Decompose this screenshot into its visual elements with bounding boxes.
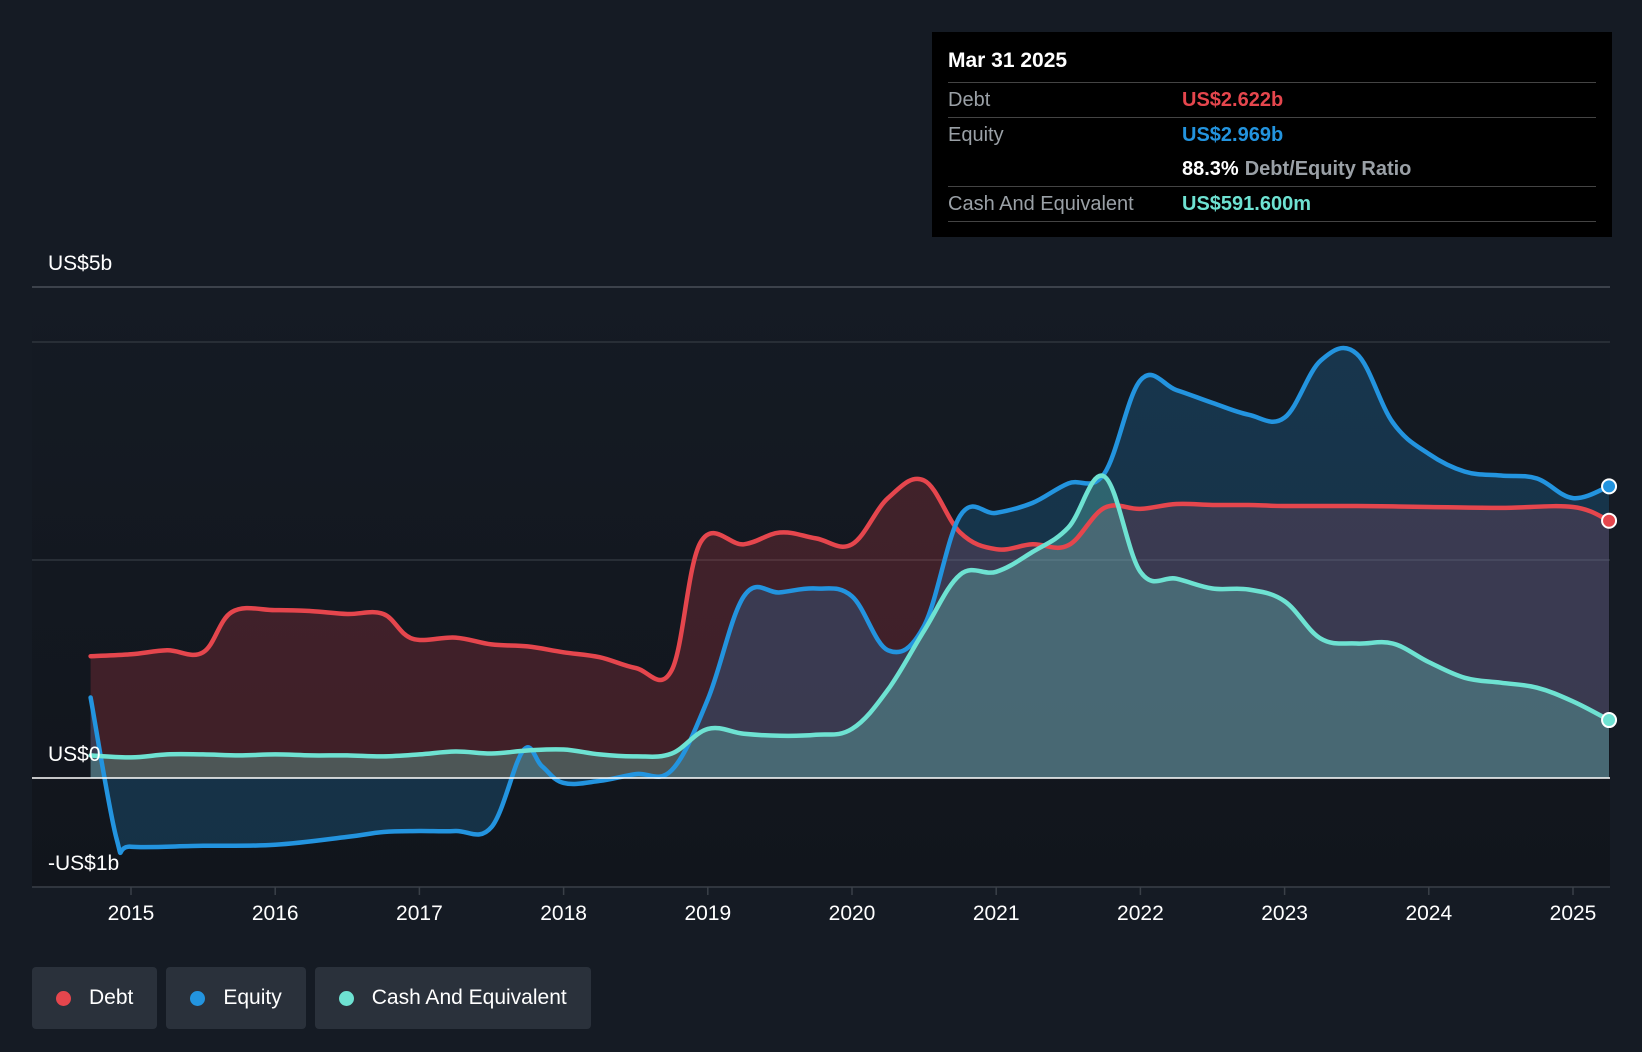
x-tick-label: 2015 <box>108 902 155 925</box>
series-areas <box>90 348 1610 853</box>
tooltip-ratio-label: Debt/Equity Ratio <box>1244 158 1412 180</box>
x-tick-label: 2020 <box>829 902 876 925</box>
tooltip-debt-label: Debt <box>948 89 991 111</box>
tooltip-debt-row: Debt US$2.622b <box>948 83 1596 118</box>
tooltip-cash-label: Cash And Equivalent <box>948 193 1134 215</box>
tooltip-equity-value: US$2.969b <box>1182 124 1284 146</box>
x-tick-label: 2019 <box>684 902 731 925</box>
tooltip-cash-value: US$591.600m <box>1182 193 1311 215</box>
line-cash <box>88 473 1612 760</box>
legend-item-cash[interactable]: Cash And Equivalent <box>314 967 591 1029</box>
legend-item-equity[interactable]: Equity <box>166 967 306 1029</box>
tooltip-date: Mar 31 2025 <box>948 46 1596 83</box>
tooltip-debt-value: US$2.622b <box>1182 89 1284 111</box>
y-tick-label: US$0 <box>48 743 101 766</box>
end-marker-equity <box>1601 478 1618 495</box>
x-tick-label: 2023 <box>1261 902 1308 925</box>
legend-label-cash: Cash And Equivalent <box>371 986 567 1009</box>
tooltip-equity-label: Equity <box>948 124 1004 146</box>
y-axis-labels: US$5b US$0 -US$1b <box>48 252 119 875</box>
area-debt <box>90 478 1610 778</box>
x-tick-label: 2021 <box>973 902 1020 925</box>
legend: Debt Equity Cash And Equivalent <box>32 967 591 1029</box>
x-tick-label: 2017 <box>396 902 443 925</box>
x-tick-label: 2024 <box>1405 902 1452 925</box>
legend-label-equity: Equity <box>223 986 282 1009</box>
area-cash <box>90 475 1610 778</box>
series-end-markers <box>1601 478 1618 729</box>
legend-label-debt: Debt <box>89 986 134 1009</box>
series-lines <box>88 345 1612 856</box>
legend-item-debt[interactable]: Debt <box>32 967 158 1029</box>
gridlines <box>32 286 1610 888</box>
tooltip-ratio-row: 88.3% Debt/Equity Ratio <box>948 152 1596 187</box>
tooltip-cash-row: Cash And Equivalent US$591.600m <box>948 187 1596 222</box>
x-axis-labels: 2015 2016 2017 2018 2019 2020 2021 2022 2023 2024… <box>108 887 1597 925</box>
line-equity <box>88 345 1612 856</box>
legend-dot-icon <box>338 990 354 1006</box>
tooltip-equity-row: Equity US$2.969b <box>948 118 1596 152</box>
end-marker-debt <box>1601 512 1618 529</box>
tooltip-panel: Mar 31 2025 Debt US$2.622b Equity US$2.9… <box>932 32 1612 237</box>
legend-dot-icon <box>56 990 71 1006</box>
x-tick-label: 2016 <box>252 902 299 925</box>
end-marker-cash <box>1601 712 1618 729</box>
y-tick-label: US$5b <box>48 252 112 275</box>
y-tick-label: -US$1b <box>48 852 119 875</box>
line-debt <box>88 476 1612 683</box>
x-tick-label: 2025 <box>1550 902 1597 925</box>
tooltip-ratio-value: 88.3% <box>1182 158 1239 180</box>
area-equity <box>90 348 1610 853</box>
x-tick-label: 2022 <box>1117 902 1164 925</box>
legend-dot-icon <box>190 990 206 1006</box>
x-tick-label: 2018 <box>540 902 587 925</box>
